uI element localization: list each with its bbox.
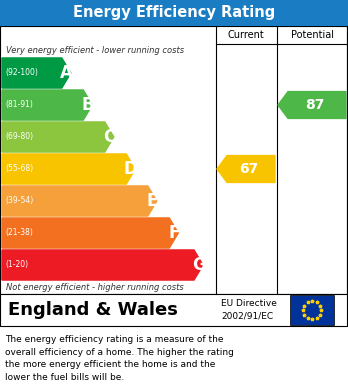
Text: Current: Current: [228, 30, 264, 40]
Polygon shape: [2, 154, 135, 184]
Polygon shape: [2, 122, 114, 152]
Text: 87: 87: [305, 98, 325, 112]
Text: Potential: Potential: [291, 30, 333, 40]
Text: EU Directive
2002/91/EC: EU Directive 2002/91/EC: [221, 299, 277, 321]
Text: F: F: [168, 224, 180, 242]
Text: D: D: [124, 160, 138, 178]
Bar: [0, 26, 347, 294]
Text: E: E: [147, 192, 158, 210]
Text: (92-100): (92-100): [5, 68, 38, 77]
Text: B: B: [81, 96, 94, 114]
Polygon shape: [2, 90, 92, 120]
Text: G: G: [192, 256, 205, 274]
Text: (69-80): (69-80): [5, 133, 33, 142]
Text: 67: 67: [239, 162, 259, 176]
Polygon shape: [217, 156, 275, 183]
Text: Very energy efficient - lower running costs: Very energy efficient - lower running co…: [6, 46, 184, 55]
Bar: [0, 0, 348, 26]
Polygon shape: [2, 218, 178, 248]
Text: Energy Efficiency Rating: Energy Efficiency Rating: [73, 5, 275, 20]
Text: Not energy efficient - higher running costs: Not energy efficient - higher running co…: [6, 283, 184, 292]
Bar: [0, 294, 347, 326]
Polygon shape: [278, 91, 346, 118]
Text: (21-38): (21-38): [5, 228, 33, 237]
Text: England & Wales: England & Wales: [8, 301, 178, 319]
Text: (1-20): (1-20): [5, 260, 28, 269]
Polygon shape: [2, 58, 71, 88]
Text: C: C: [103, 128, 116, 146]
Bar: [290, 295, 334, 325]
Polygon shape: [2, 186, 157, 216]
Text: (81-91): (81-91): [5, 100, 33, 109]
Text: The energy efficiency rating is a measure of the
overall efficiency of a home. T: The energy efficiency rating is a measur…: [5, 335, 234, 382]
Text: (39-54): (39-54): [5, 197, 33, 206]
Polygon shape: [2, 250, 203, 280]
Text: A: A: [60, 64, 73, 82]
Text: (55-68): (55-68): [5, 165, 33, 174]
